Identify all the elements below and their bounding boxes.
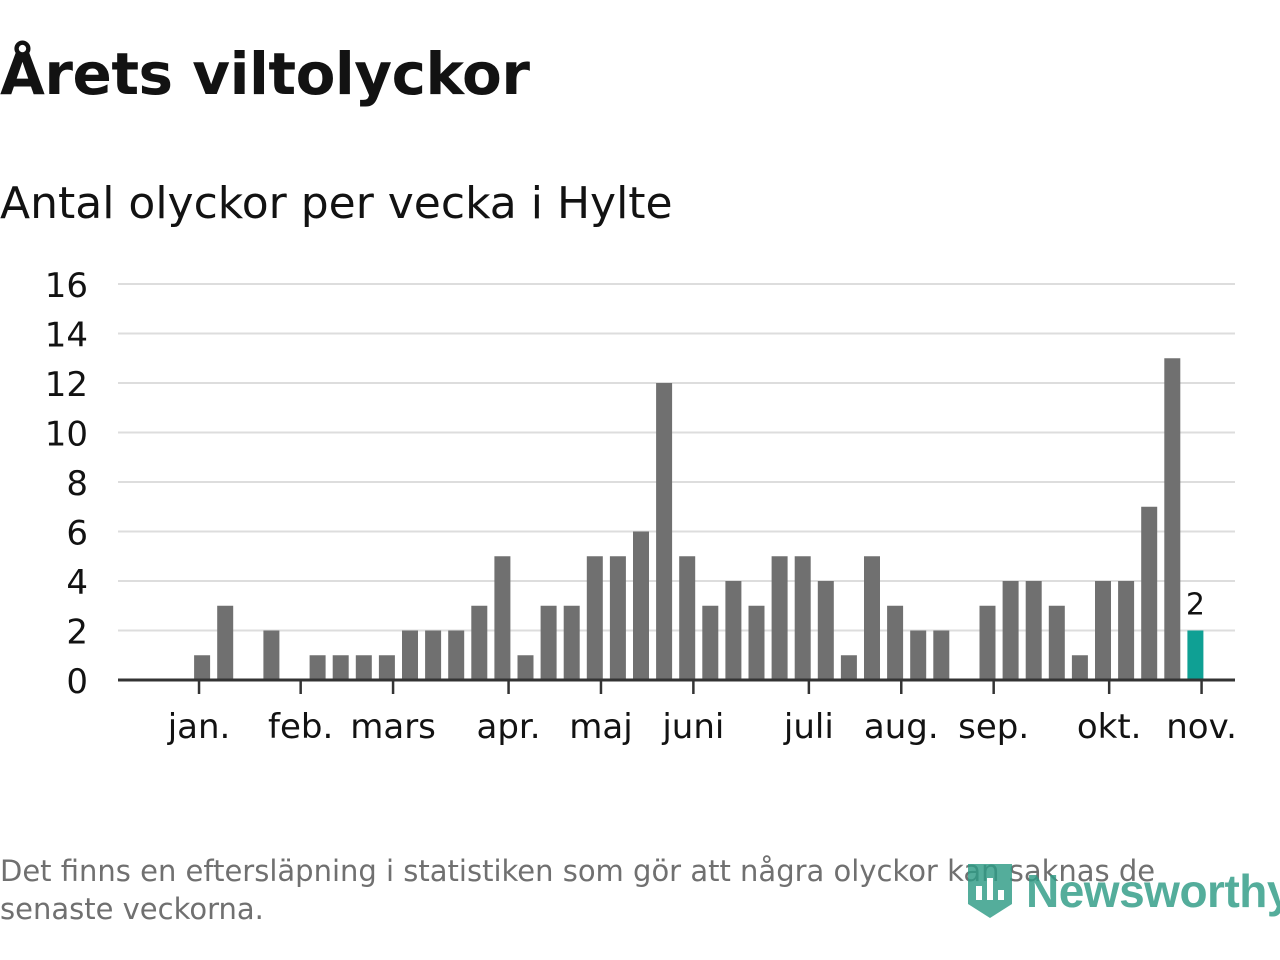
bar <box>864 556 880 680</box>
bar <box>979 605 996 680</box>
bar <box>1071 655 1088 680</box>
y-axis-labels: 0 2 4 6 8 10 12 14 16 <box>45 266 88 702</box>
bar <box>725 581 742 680</box>
x-tick-label: aug. <box>864 707 939 747</box>
bar <box>448 630 465 680</box>
y-tick-label: 16 <box>45 266 88 306</box>
bar <box>1025 581 1042 680</box>
footnote: Det finns en eftersläpning i statistiken… <box>0 854 1156 926</box>
bar <box>517 655 534 680</box>
y-tick-label: 2 <box>66 613 88 653</box>
bar <box>1164 358 1181 680</box>
bar <box>563 605 580 680</box>
x-tick-label: jan. <box>167 707 231 747</box>
bar <box>402 630 418 680</box>
x-tick-label: okt. <box>1077 707 1142 747</box>
bar <box>656 383 673 680</box>
bar <box>817 581 834 680</box>
bar <box>355 655 372 680</box>
bar <box>771 556 788 680</box>
y-tick-label: 8 <box>66 464 88 504</box>
y-tick-label: 6 <box>66 514 88 554</box>
bar <box>887 605 904 680</box>
bar <box>748 605 765 680</box>
bar <box>910 630 927 680</box>
y-tick-label: 10 <box>45 415 88 455</box>
x-tick-label: feb. <box>268 707 333 747</box>
bar <box>633 531 649 680</box>
y-tick-label: 12 <box>45 365 88 405</box>
logo-text: Newsworthy <box>1026 865 1280 917</box>
bar <box>1095 581 1111 680</box>
bar <box>1118 581 1135 680</box>
x-tick-label: apr. <box>477 707 541 747</box>
chart-subtitle: Antal olyckor per vecka i Hylte <box>0 178 673 229</box>
x-tick-label: juni <box>661 707 724 747</box>
annotations: 2 <box>1186 588 1205 623</box>
bars <box>194 358 1204 680</box>
bar <box>1048 605 1065 680</box>
highlight-value-label: 2 <box>1186 588 1205 623</box>
bar <box>794 556 811 680</box>
bar <box>586 556 603 680</box>
bar <box>309 655 326 680</box>
bar <box>1002 581 1019 680</box>
grid-lines <box>118 283 1235 632</box>
x-tick-label: mars <box>350 707 436 747</box>
newsworthy-logo-icon <box>968 864 1012 918</box>
bar <box>933 630 950 680</box>
x-axis: jan. feb. mars apr. maj juni juli aug. sep. okt. n… <box>118 678 1237 747</box>
bar <box>378 655 395 680</box>
bar <box>679 556 696 680</box>
bar <box>494 556 511 680</box>
x-tick-label: maj <box>569 707 632 747</box>
x-tick-label: nov. <box>1166 707 1237 747</box>
bar-chart: 0 2 4 6 8 10 12 14 16 jan. feb. mars apr. maj juni jul… <box>45 266 1237 747</box>
bar <box>471 605 488 680</box>
bar <box>194 655 211 680</box>
y-tick-label: 4 <box>66 563 88 603</box>
bar <box>332 655 349 680</box>
bar-highlight <box>1187 630 1204 680</box>
bar <box>263 630 280 680</box>
bar <box>1141 506 1158 680</box>
newsworthy-logo: Newsworthy <box>964 860 1280 922</box>
bar <box>702 605 719 680</box>
bar <box>217 605 234 680</box>
bar <box>840 655 857 680</box>
bar <box>609 556 626 680</box>
y-tick-label: 0 <box>66 662 88 702</box>
bar <box>425 630 442 680</box>
x-tick-label: juli <box>783 707 834 747</box>
x-tick-label: sep. <box>958 707 1029 747</box>
y-tick-label: 14 <box>45 316 88 356</box>
bar <box>540 605 557 680</box>
chart-title: Årets viltolyckor <box>0 40 530 108</box>
